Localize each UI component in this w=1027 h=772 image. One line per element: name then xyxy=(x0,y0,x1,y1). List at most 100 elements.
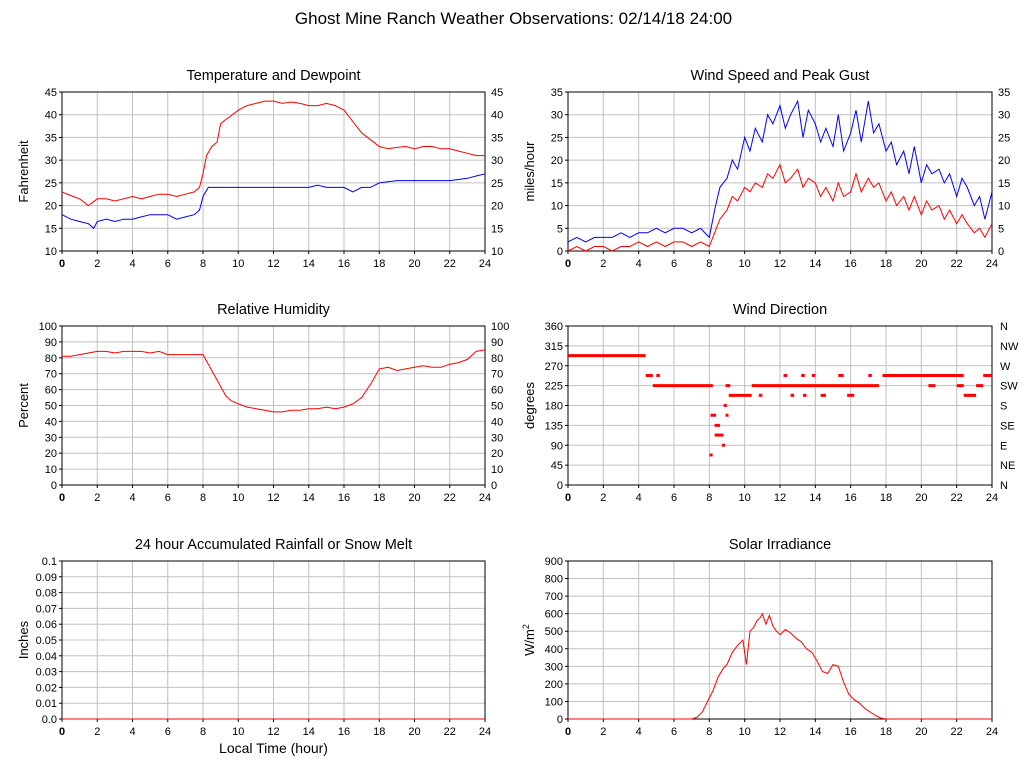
x-tick-label: 6 xyxy=(165,258,171,270)
x-tick-label: 14 xyxy=(809,492,821,504)
y-tick-label: 20 xyxy=(551,155,563,167)
direction-point xyxy=(721,443,725,447)
y-tick-label: 0.06 xyxy=(36,619,57,631)
direction-point xyxy=(713,413,717,417)
y-tick-label-right: 20 xyxy=(491,448,503,460)
x-tick-label: 24 xyxy=(479,726,491,738)
x-tick-label: 10 xyxy=(232,258,244,270)
y-tick-label: 0.08 xyxy=(36,588,57,600)
x-tick-label: 12 xyxy=(267,258,279,270)
x-tick-label: 14 xyxy=(303,726,315,738)
x-tick-label: 10 xyxy=(739,258,751,270)
x-tick-label: 2 xyxy=(600,492,606,504)
x-tick-label: 0 xyxy=(59,258,65,270)
x-tick-label: 12 xyxy=(774,258,786,270)
y-axis-label: Inches xyxy=(16,620,31,659)
y-tick-label-right: 25 xyxy=(998,132,1010,144)
y-tick-label-right: 5 xyxy=(998,223,1004,235)
y-tick-label-right: 35 xyxy=(491,132,503,144)
compass-label: N xyxy=(1000,321,1008,333)
compass-label: E xyxy=(1000,440,1007,452)
x-tick-label: 6 xyxy=(165,726,171,738)
y-tick-label: 0.03 xyxy=(36,667,57,679)
y-axis-label-sup: 2 xyxy=(521,624,531,629)
y-tick-label-right: 25 xyxy=(491,178,503,190)
compass-label: W xyxy=(1000,361,1011,373)
y-tick-label: 0 xyxy=(557,246,563,258)
y-tick-label: 50 xyxy=(45,401,57,413)
compass-label: SE xyxy=(1000,420,1015,432)
y-tick-label-right: 50 xyxy=(491,401,503,413)
y-tick-label: 5 xyxy=(557,223,563,235)
y-tick-label-right: 30 xyxy=(491,155,503,167)
compass-label: N xyxy=(1000,480,1008,492)
direction-point xyxy=(709,453,713,457)
x-tick-label: 8 xyxy=(706,726,712,738)
x-tick-label: 14 xyxy=(303,258,315,270)
direction-point xyxy=(725,413,729,417)
y-tick-label: 500 xyxy=(545,626,563,638)
chart-title: Wind Direction xyxy=(733,302,827,318)
x-tick-label: 18 xyxy=(373,726,385,738)
series-line-0 xyxy=(61,100,485,207)
series-line-0 xyxy=(568,612,992,720)
x-tick-label: 14 xyxy=(809,258,821,270)
direction-point xyxy=(723,404,727,407)
chart-title: Relative Humidity xyxy=(217,302,331,318)
y-tick-label-right: 30 xyxy=(998,110,1010,122)
y-tick-label: 800 xyxy=(545,574,563,586)
y-tick-label-right: 45 xyxy=(491,87,503,99)
x-tick-label: 8 xyxy=(200,258,206,270)
y-tick-label-right: 90 xyxy=(491,337,503,349)
x-tick-label: 2 xyxy=(94,492,100,504)
y-tick-label: 360 xyxy=(545,321,563,333)
x-tick-label: 16 xyxy=(338,726,350,738)
x-tick-label: 0 xyxy=(565,258,571,270)
x-tick-label: 20 xyxy=(915,258,927,270)
x-tick-label: 2 xyxy=(94,726,100,738)
y-tick-label: 0.02 xyxy=(36,682,57,694)
compass-label: SW xyxy=(1000,381,1018,393)
x-tick-label: 4 xyxy=(636,492,642,504)
y-tick-label: 200 xyxy=(545,679,563,691)
y-tick-label-right: 15 xyxy=(998,178,1010,190)
y-tick-label: 15 xyxy=(45,223,57,235)
y-tick-label: 25 xyxy=(551,132,563,144)
x-tick-label: 24 xyxy=(986,492,998,504)
x-tick-label: 12 xyxy=(774,492,786,504)
x-tick-label: 22 xyxy=(951,258,963,270)
x-tick-label: 22 xyxy=(951,726,963,738)
x-tick-label: 12 xyxy=(267,726,279,738)
y-tick-label-right: 0 xyxy=(491,480,497,492)
y-tick-label: 30 xyxy=(45,432,57,444)
x-tick-label: 0 xyxy=(59,726,65,738)
x-tick-label: 2 xyxy=(600,258,606,270)
x-tick-label: 0 xyxy=(59,492,65,504)
series-line-1 xyxy=(61,173,486,230)
x-tick-label: 10 xyxy=(739,492,751,504)
series-line-0 xyxy=(567,99,993,243)
y-tick-label: 15 xyxy=(551,178,563,190)
y-tick-label: 10 xyxy=(45,464,57,476)
x-tick-label: 6 xyxy=(671,726,677,738)
y-tick-label: 30 xyxy=(45,155,57,167)
x-tick-label: 18 xyxy=(373,492,385,504)
y-tick-label: 0 xyxy=(557,714,563,726)
x-tick-label: 10 xyxy=(739,726,751,738)
x-tick-label: 22 xyxy=(444,258,456,270)
x-tick-label: 6 xyxy=(671,492,677,504)
y-tick-label: 0.04 xyxy=(36,651,57,663)
x-tick-label: 4 xyxy=(129,726,135,738)
y-tick-label: 0.1 xyxy=(42,556,57,568)
y-tick-label-right: 60 xyxy=(491,385,503,397)
y-tick-label: 135 xyxy=(545,420,563,432)
y-tick-label: 270 xyxy=(545,361,563,373)
compass-label: NE xyxy=(1000,460,1015,472)
x-tick-label: 8 xyxy=(200,726,206,738)
y-tick-label: 0.07 xyxy=(36,603,57,615)
y-tick-label: 45 xyxy=(551,460,563,472)
